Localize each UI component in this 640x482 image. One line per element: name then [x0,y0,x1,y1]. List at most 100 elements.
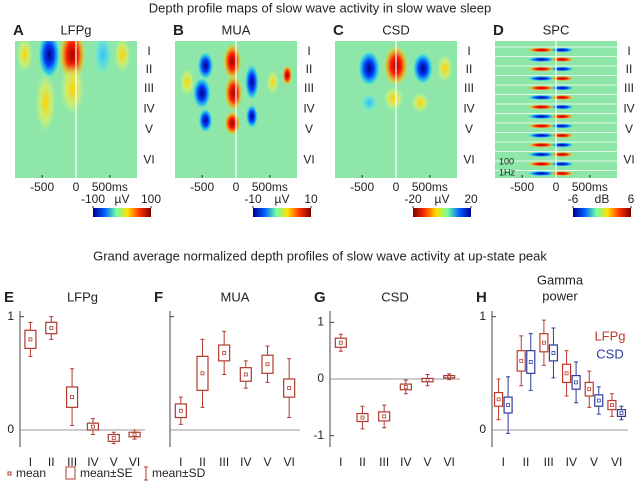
panel-title: MUA [222,22,251,37]
colorbar [413,208,471,217]
mean-marker [360,415,365,420]
x-tick-label: I [179,455,182,469]
panel-letter: F [154,289,163,306]
colorbar-tick-label: 100 [141,192,161,206]
mean-marker [551,351,556,355]
se-box [493,392,504,407]
se-box [128,431,141,438]
se-box [399,383,412,391]
heatmap-blob [224,111,241,136]
mean-marker [528,360,533,364]
stripe-blob [550,95,575,100]
legend-mean-glyph [7,471,12,476]
x-tick-label: IV [566,455,577,469]
stripe-blob [550,57,575,62]
layer-label: VI [463,152,474,166]
stripe-blob [550,133,575,138]
legend: mean mean±SE mean±SD [7,466,206,481]
layer-label: II [466,62,473,76]
layer-label: IV [303,102,314,116]
colorbar-tick-label: 10 [304,192,318,206]
heatmap-blob [266,70,279,95]
mean-marker [403,385,408,389]
se-box [45,321,58,335]
x-tick-label: 0 [73,180,80,194]
mean-marker [287,386,292,390]
x-tick-label: -500 [350,180,374,194]
stripe-blob [527,85,556,91]
x-tick-label: VI [443,455,454,469]
stripe-blob [527,171,556,176]
mean-marker [338,340,343,345]
legend-entry: CSD [596,346,623,361]
x-tick-label: 0 [233,180,240,194]
heatmap-blob [92,41,113,77]
heatmap-blob [60,62,85,115]
mean-marker [178,408,183,413]
colorbar-tick-label: -6 [568,192,579,206]
heatmap-blob [411,92,430,113]
x-tick-label: V [423,455,431,469]
panel-title: MUA [221,289,250,304]
x-tick-label: VI [129,455,140,469]
panel-letter: A [13,22,24,39]
legend-mean: mean [16,466,46,480]
layer-label: II [626,62,633,76]
heatmap-blob [192,77,211,110]
panel-title: LFPg [60,22,91,37]
mean-marker [506,403,510,407]
layer-label: II [306,62,313,76]
se-box [548,344,559,362]
layer-label: I [307,44,310,58]
x-tick-label: IV [400,455,411,469]
mean-marker [519,358,524,363]
layer-label: I [627,44,630,58]
colorbar-tick-label: 20 [464,192,478,206]
panel-title: power [542,288,578,303]
x-tick-label: III [544,455,554,469]
stripe-blob [550,152,575,157]
stripe-blob [550,104,575,110]
se-box [283,378,296,398]
legend-sd-glyph [144,466,148,481]
stripe-blob [550,123,575,129]
x-tick-label: I [29,455,32,469]
heatmap-blob [245,104,258,129]
stripe-blob [550,66,575,72]
heatmap-blob [38,41,61,79]
se-box [607,399,617,411]
layer-label: III [144,81,154,95]
layer-label: III [464,81,474,95]
mean-marker [70,395,74,400]
heatmap-blob [282,65,293,86]
heatmap-blob [358,50,381,87]
mean-marker [243,372,248,377]
panel-title: SPC [543,22,570,37]
mean-marker [425,378,430,383]
layer-label: III [304,81,314,95]
se-box [378,411,391,422]
mean-marker [542,340,546,345]
x-tick-label: III [67,455,77,469]
y-tick-label: 1 [317,315,324,329]
y-tick-label: 1 [479,309,486,323]
se-box [594,394,604,407]
map-note: 1Hz [499,167,516,177]
legend-sd: mean±SD [152,466,206,480]
x-tick-label: 0 [393,180,400,194]
mean-marker [496,397,501,402]
layer-label: V [465,122,473,136]
colorbar-unit: µV [435,192,450,206]
x-tick-label: V [263,455,271,469]
layer-label: IV [623,102,634,116]
colorbar-unit: µV [275,192,290,206]
panel-letter: E [4,289,14,306]
stripe-blob [527,47,556,53]
mean-marker [49,326,54,330]
y-tick-label: -1 [313,428,324,442]
